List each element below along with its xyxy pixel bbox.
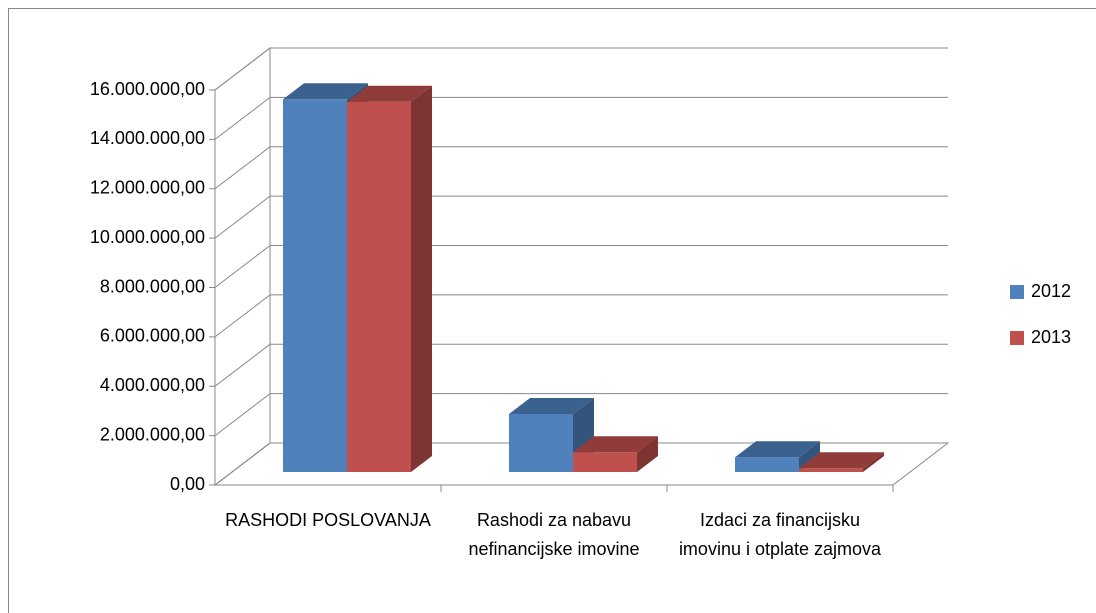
bar-top	[799, 452, 884, 469]
bar-side	[863, 452, 884, 472]
bar	[799, 452, 884, 472]
y-tick-label: 4.000.000,00	[100, 375, 205, 395]
frame	[8, 8, 1096, 613]
grid-line	[214, 47, 948, 91]
y-tick-label: 10.000.000,00	[90, 227, 205, 247]
bar	[735, 441, 820, 472]
grid-line	[214, 343, 948, 387]
x-tick-label: Izdaci za financijsku imovinu i otplate …	[678, 510, 882, 559]
y-tick-label: 2.000.000,00	[100, 424, 205, 444]
y-tick-label: 0,00	[170, 474, 205, 494]
bar-front	[735, 457, 799, 472]
bar-front	[573, 452, 637, 472]
y-tick-label: 8.000.000,00	[100, 276, 205, 296]
legend-swatch	[1010, 331, 1024, 345]
grid-line	[214, 195, 948, 239]
bar-top	[347, 85, 432, 102]
bar-front	[799, 468, 863, 472]
x-tick-label: RASHODI POSLOVANJA	[225, 510, 431, 530]
grid-line	[214, 146, 948, 190]
bar-top	[283, 83, 368, 100]
bar-top	[573, 436, 658, 453]
bar	[573, 436, 658, 472]
y-tick-label: 16.000.000,00	[90, 79, 205, 99]
bar-top	[509, 397, 594, 414]
legend-label: 2012	[1031, 281, 1071, 301]
legend-swatch	[1010, 285, 1024, 299]
bar-front	[509, 413, 573, 472]
y-tick-label: 12.000.000,00	[90, 178, 205, 198]
grid-line	[214, 442, 948, 486]
grid-line	[214, 393, 948, 437]
bar-front	[283, 99, 347, 472]
bar-side	[637, 436, 658, 472]
grid-line	[214, 245, 948, 288]
grid-line	[214, 96, 948, 140]
bar-side	[411, 85, 432, 472]
bar-top	[735, 441, 820, 458]
bar	[347, 85, 432, 472]
grid-line	[214, 294, 948, 338]
y-tick-label: 14.000.000,00	[90, 128, 205, 148]
bar-front	[347, 101, 411, 472]
y-tick-label: 6.000.000,00	[100, 326, 205, 346]
x-tick-label: Rashodi za nabavu nefinancijske imovine	[468, 510, 640, 559]
legend-label: 2013	[1031, 327, 1071, 347]
